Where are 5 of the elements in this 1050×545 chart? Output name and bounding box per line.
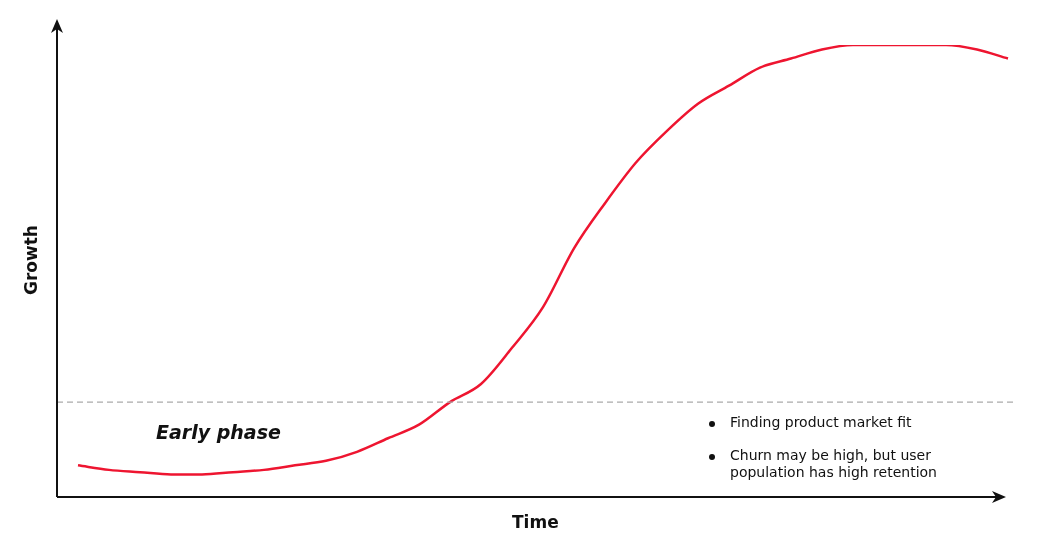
annotation: Finding product market fit — [730, 414, 913, 431]
annotation: Churn may be high, but user population has high retention — [730, 447, 938, 481]
x-axis-title: Time — [512, 512, 559, 532]
y-axis-title: Growth — [20, 225, 41, 295]
annotation: Early phase — [156, 421, 281, 443]
